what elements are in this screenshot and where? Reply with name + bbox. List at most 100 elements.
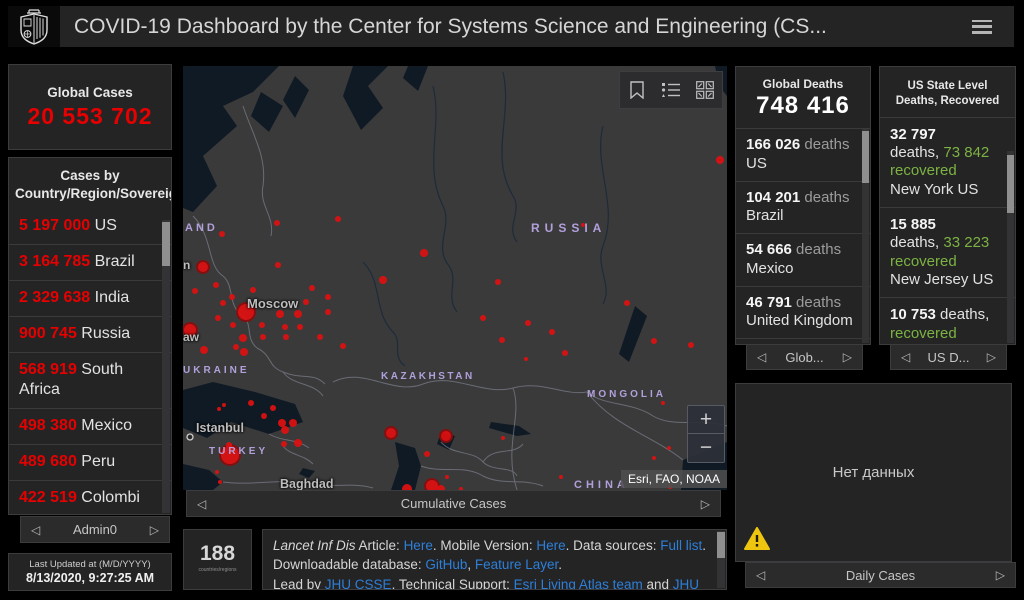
case-dot[interactable] xyxy=(335,216,341,222)
case-dot[interactable] xyxy=(229,294,235,300)
next-arrow-icon[interactable]: ▷ xyxy=(700,496,710,511)
case-dot[interactable] xyxy=(239,334,247,342)
case-dot[interactable] xyxy=(282,324,288,330)
case-dot[interactable] xyxy=(297,324,303,330)
case-dot[interactable] xyxy=(281,426,289,434)
case-dot[interactable] xyxy=(236,302,256,322)
basemap-gallery-icon[interactable] xyxy=(691,76,719,104)
country-cases-row[interactable]: 5 197 000 US xyxy=(9,209,171,246)
menu-icon[interactable] xyxy=(972,19,992,34)
case-dot[interactable] xyxy=(289,419,297,427)
next-arrow-icon[interactable]: ▷ xyxy=(842,350,852,364)
case-dot[interactable] xyxy=(459,487,463,490)
case-dot[interactable] xyxy=(278,419,286,427)
link[interactable]: Here xyxy=(536,538,566,553)
prev-arrow-icon[interactable]: ◁ xyxy=(197,496,207,511)
us-state-row[interactable]: 32 797 deaths, 73 842 recovered New York US xyxy=(880,116,1015,207)
country-cases-row[interactable]: 498 380 Mexico xyxy=(9,409,171,446)
case-dot[interactable] xyxy=(581,223,585,227)
case-dot[interactable] xyxy=(283,334,289,340)
case-dot[interactable] xyxy=(213,282,219,288)
case-dot[interactable] xyxy=(215,470,219,474)
next-arrow-icon[interactable]: ▷ xyxy=(149,522,159,537)
world-map[interactable]: AND RUSSIA KAZAKHSTAN MONGOLIA UKRAINE TURKEY… xyxy=(183,66,727,490)
case-dot[interactable] xyxy=(275,262,281,268)
country-cases-row[interactable]: 489 680 Peru xyxy=(9,445,171,481)
case-dot[interactable] xyxy=(219,444,241,466)
country-cases-row[interactable]: 900 745 Russia xyxy=(9,317,171,353)
cases-scrollbar-track[interactable] xyxy=(162,220,170,513)
cases-scrollbar-thumb[interactable] xyxy=(162,222,170,266)
case-dot[interactable] xyxy=(480,315,486,321)
link[interactable]: Esri Living Atlas team xyxy=(513,576,643,589)
case-dot[interactable] xyxy=(420,249,428,257)
case-dot[interactable] xyxy=(501,436,505,440)
case-dot[interactable] xyxy=(200,346,208,354)
case-dot[interactable] xyxy=(424,451,430,457)
case-dot[interactable] xyxy=(445,475,449,479)
case-dot[interactable] xyxy=(192,288,198,294)
zoom-out-button[interactable]: − xyxy=(699,435,713,459)
case-dot[interactable] xyxy=(661,401,665,405)
case-dot[interactable] xyxy=(651,338,657,344)
case-dot[interactable] xyxy=(716,156,724,164)
case-dot[interactable] xyxy=(215,315,221,321)
case-dot[interactable] xyxy=(261,413,267,419)
us-state-row[interactable]: 15 885 deaths, 33 223 recovered New Jersey … xyxy=(880,207,1015,297)
case-dot[interactable] xyxy=(217,407,221,411)
case-dot[interactable] xyxy=(524,357,528,361)
case-dot[interactable] xyxy=(294,310,302,318)
case-dot[interactable] xyxy=(309,285,315,291)
next-arrow-icon[interactable]: ▷ xyxy=(986,350,996,364)
case-dot[interactable] xyxy=(260,334,266,340)
case-dot[interactable] xyxy=(379,276,387,284)
case-dot[interactable] xyxy=(317,334,323,340)
info-scrollbar-thumb[interactable] xyxy=(717,532,725,558)
case-dot[interactable] xyxy=(276,310,284,318)
case-dot[interactable] xyxy=(220,300,226,306)
case-dot[interactable] xyxy=(384,426,398,440)
case-dot[interactable] xyxy=(624,300,630,306)
country-cases-row[interactable]: 422 519 Colombi a xyxy=(9,481,171,514)
prev-arrow-icon[interactable]: ◁ xyxy=(756,568,766,582)
link[interactable]: Feature Layer xyxy=(474,557,559,573)
link[interactable]: JHU xyxy=(672,576,699,589)
case-dot[interactable] xyxy=(281,441,287,447)
country-cases-row[interactable]: 3 164 785 Brazil xyxy=(9,245,171,282)
deaths-scrollbar-track[interactable] xyxy=(862,129,869,343)
case-dot[interactable] xyxy=(688,342,694,348)
country-deaths-row[interactable]: 104 201 deaths Brazil xyxy=(736,180,870,234)
next-arrow-icon[interactable]: ▷ xyxy=(995,568,1005,582)
case-dot[interactable] xyxy=(437,485,445,490)
prev-arrow-icon[interactable]: ◁ xyxy=(901,350,911,364)
case-dot[interactable] xyxy=(525,320,531,326)
case-dot[interactable] xyxy=(222,403,226,407)
country-cases-row[interactable]: 2 329 638 India xyxy=(9,281,171,317)
case-dot[interactable] xyxy=(499,337,505,343)
case-dot[interactable] xyxy=(562,350,568,356)
prev-arrow-icon[interactable]: ◁ xyxy=(31,522,41,537)
case-dot[interactable] xyxy=(248,400,254,406)
link[interactable]: JHU CSSE xyxy=(324,576,392,589)
prev-arrow-icon[interactable]: ◁ xyxy=(757,350,767,364)
case-dot[interactable] xyxy=(549,329,555,335)
case-dot[interactable] xyxy=(439,429,453,443)
country-cases-row[interactable]: 568 919 South Africa xyxy=(9,353,171,410)
case-dot[interactable] xyxy=(230,322,236,328)
case-dot[interactable] xyxy=(402,484,412,490)
info-scrollbar-track[interactable] xyxy=(717,531,725,588)
case-dot[interactable] xyxy=(294,439,302,447)
case-dot[interactable] xyxy=(196,260,210,274)
case-dot[interactable] xyxy=(250,287,256,293)
case-dot[interactable] xyxy=(218,480,222,484)
case-dot[interactable] xyxy=(226,442,232,448)
country-deaths-row[interactable]: 54 666 deaths Mexico xyxy=(736,233,870,286)
link[interactable]: Here xyxy=(403,538,433,553)
case-dot[interactable] xyxy=(259,322,265,328)
country-deaths-row[interactable]: 166 026 deaths US xyxy=(736,128,870,181)
case-dot[interactable] xyxy=(667,446,671,450)
case-dot[interactable] xyxy=(219,231,225,237)
case-dot[interactable] xyxy=(270,405,276,411)
zoom-in-button[interactable]: + xyxy=(688,406,724,434)
case-dot[interactable] xyxy=(183,322,198,338)
